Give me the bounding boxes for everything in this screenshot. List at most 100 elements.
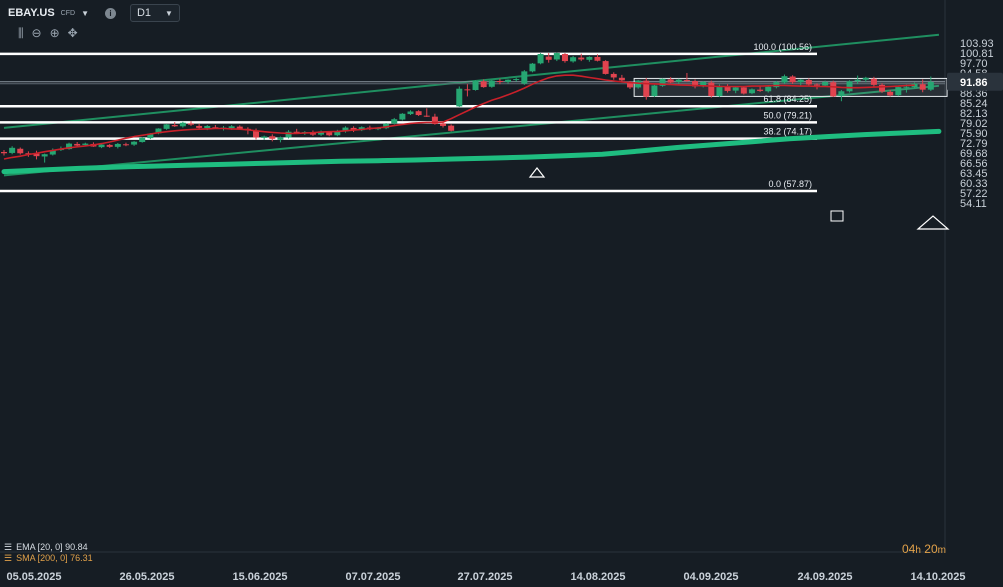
candle-body: [17, 148, 24, 154]
sma-label: SMA [200, 0] 76.31: [16, 553, 93, 563]
y-axis-tick-label: 103.93: [960, 38, 994, 50]
candle-body: [789, 76, 796, 83]
candle-body: [326, 131, 333, 136]
symbol-badge: CFD: [60, 9, 76, 17]
timer-h-unit: h: [915, 545, 921, 556]
candle-body: [643, 80, 650, 97]
candle-body: [106, 144, 113, 147]
candle-body: [49, 150, 56, 155]
candle-body: [716, 85, 723, 97]
candle-body: [74, 143, 81, 146]
timer-minutes: 20: [924, 542, 938, 556]
chevron-down-icon: ▼: [165, 8, 173, 18]
current-price-label: 91.86: [960, 77, 988, 89]
candle-body: [675, 79, 682, 82]
candle-body: [732, 87, 739, 91]
candle-body: [139, 137, 146, 143]
candle-body: [683, 80, 690, 82]
x-axis-tick-label: 04.09.2025: [683, 571, 738, 583]
candle-body: [269, 136, 276, 139]
candle-body: [561, 54, 568, 62]
candle-body: [163, 124, 170, 129]
candle-body: [155, 128, 162, 134]
candle-body: [887, 91, 894, 96]
candle-body: [228, 126, 235, 129]
indicator-legend: ☰ EMA [20, 0] 90.84 ☰ SMA [200, 0] 76.31: [4, 542, 93, 564]
y-axis-tick-label: 82.13: [960, 108, 988, 120]
y-axis-tick-label: 54.11: [960, 198, 987, 210]
candle-body: [342, 127, 349, 132]
candle-body: [82, 143, 89, 145]
crosshair-icon[interactable]: ✥: [67, 26, 78, 40]
timeframe-select[interactable]: D1 ▼: [129, 4, 180, 22]
candle-body: [464, 89, 471, 91]
candle-body: [862, 77, 869, 80]
candle-body: [98, 144, 105, 148]
candle-body: [513, 79, 520, 81]
fib-level-label: 61.8 (84.25): [763, 94, 812, 104]
candle-body: [293, 131, 300, 133]
candle-body: [797, 79, 804, 83]
zoom-in-icon[interactable]: ⊕: [49, 26, 60, 40]
candle-body: [545, 56, 552, 60]
candle-body: [529, 63, 536, 72]
ema-20-line: [3, 74, 915, 160]
candle-body: [618, 77, 625, 81]
fib-level-label: 50.0 (79.21): [763, 110, 812, 120]
candle-body: [334, 131, 341, 136]
candle-body: [505, 79, 512, 82]
ema-menu-icon[interactable]: ☰: [4, 542, 13, 552]
candle-body: [822, 81, 829, 86]
candle-timer: 04h 20m: [902, 542, 946, 556]
zoom-out-icon[interactable]: ⊖: [31, 26, 42, 40]
candle-body: [830, 82, 837, 97]
candle-body: [781, 76, 788, 83]
candle-body: [480, 81, 487, 88]
candle-body: [131, 141, 138, 145]
candle-body: [846, 81, 853, 92]
candle-body: [651, 85, 658, 97]
chart-tools: ⫼ ⊖ ⊕ ✥: [18, 26, 78, 41]
candle-body: [602, 61, 609, 74]
triangle-marker: [916, 215, 950, 230]
triangle-marker: [528, 167, 546, 178]
y-axis-tick-label: 69.68: [960, 148, 988, 160]
candle-body: [773, 82, 780, 88]
y-axis-tick-label: 88.36: [960, 88, 988, 100]
x-axis-tick-label: 27.07.2025: [457, 571, 512, 583]
symbol-name[interactable]: EBAY.US: [8, 7, 55, 19]
info-icon[interactable]: i: [104, 7, 116, 19]
x-axis-tick-label: 07.07.2025: [345, 571, 400, 583]
candle-body: [261, 136, 268, 138]
candle-body: [667, 79, 674, 83]
candle-body: [740, 87, 747, 94]
candle-body: [9, 147, 16, 153]
candle-body: [431, 116, 438, 125]
y-axis-tick-label: 97.70: [960, 58, 988, 70]
legend-ema[interactable]: ☰ EMA [20, 0] 90.84: [4, 542, 93, 553]
y-axis-tick-label: 63.45: [960, 168, 988, 180]
candle-body: [838, 91, 845, 97]
fib-level-label: 0.0 (57.87): [768, 179, 812, 189]
sma-menu-icon[interactable]: ☰: [4, 553, 13, 563]
candle-body: [391, 119, 398, 124]
y-axis-tick-label: 66.56: [960, 158, 988, 170]
legend-sma[interactable]: ☰ SMA [200, 0] 76.31: [4, 553, 93, 564]
y-axis-tick-label: 79.02: [960, 118, 988, 130]
y-axis-tick-label: 75.90: [960, 128, 988, 140]
candle-body: [586, 56, 593, 60]
symbol-dropdown-icon[interactable]: ▼: [81, 8, 89, 18]
candle-body: [399, 113, 406, 120]
candle-body: [627, 82, 634, 88]
candle-body: [488, 80, 495, 87]
chart-toolbar: EBAY.US CFD ▼ i D1 ▼: [8, 4, 180, 22]
candle-body: [179, 122, 186, 127]
candle-body: [814, 84, 820, 86]
x-axis-tick-label: 14.08.2025: [570, 571, 625, 583]
bars-icon[interactable]: ⫼: [18, 26, 24, 40]
candle-body: [66, 143, 73, 150]
timer-m-unit: m: [937, 545, 946, 556]
fib-level-label: 38.2 (74.17): [763, 127, 812, 137]
current-price-badge: [947, 72, 1003, 91]
